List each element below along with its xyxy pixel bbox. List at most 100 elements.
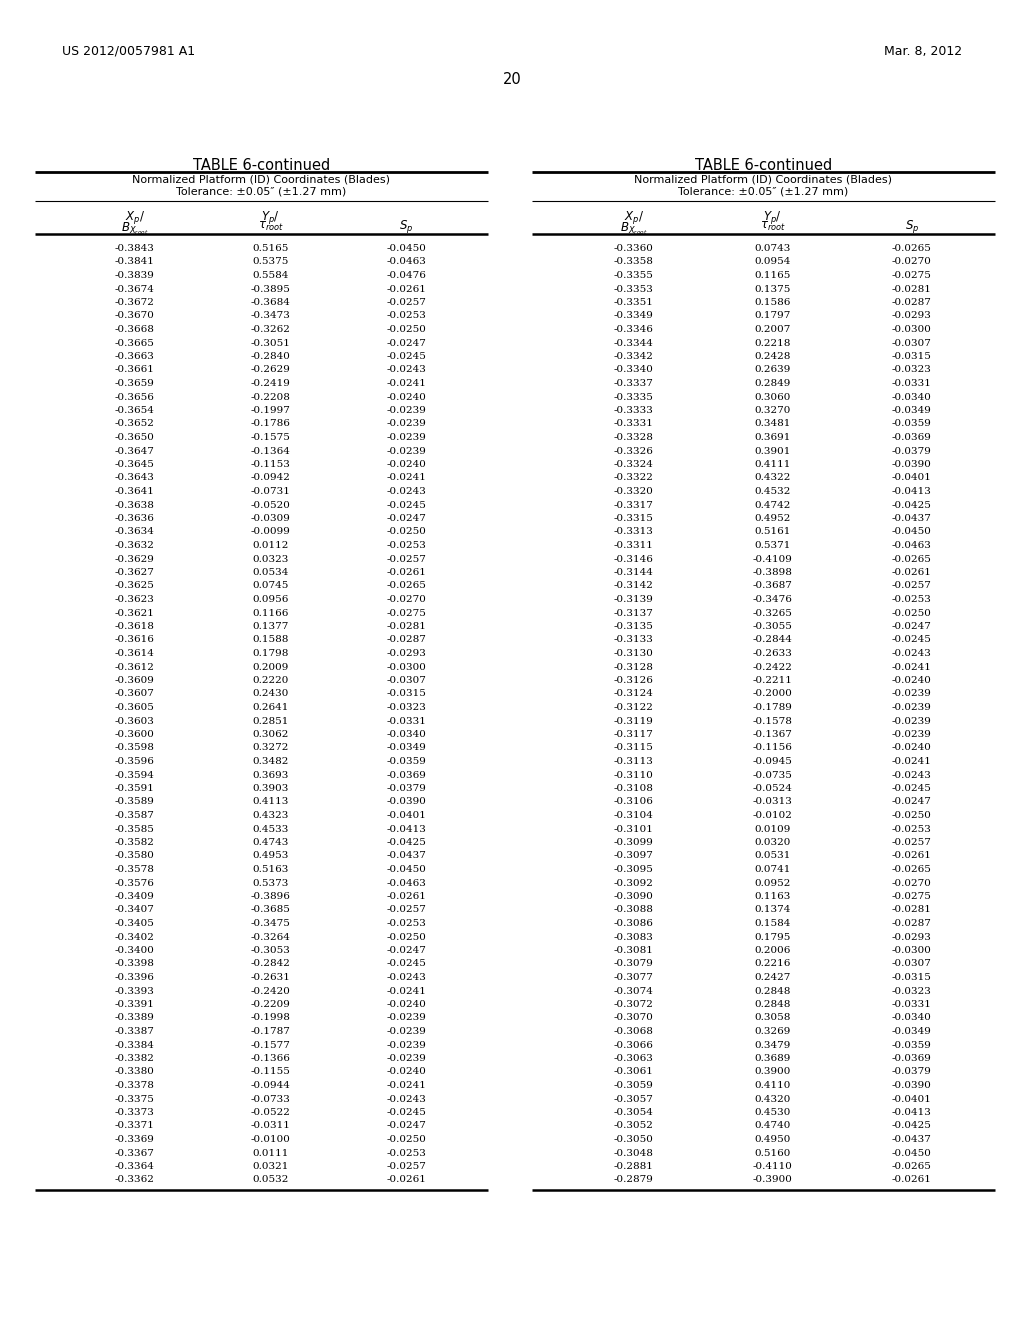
Text: Tolerance: ±0.05″ (±1.27 mm): Tolerance: ±0.05″ (±1.27 mm) xyxy=(176,187,347,197)
Text: 0.0743: 0.0743 xyxy=(755,244,791,253)
Text: -0.3083: -0.3083 xyxy=(614,932,653,941)
Text: -0.3636: -0.3636 xyxy=(115,513,155,523)
Text: 0.2007: 0.2007 xyxy=(755,325,791,334)
Text: -0.2211: -0.2211 xyxy=(753,676,793,685)
Text: -0.3389: -0.3389 xyxy=(115,1014,155,1023)
Text: -0.3077: -0.3077 xyxy=(614,973,653,982)
Text: -0.0239: -0.0239 xyxy=(386,420,426,429)
Text: 0.4952: 0.4952 xyxy=(755,513,791,523)
Text: -0.3340: -0.3340 xyxy=(614,366,653,375)
Text: TABLE 6-continued: TABLE 6-continued xyxy=(193,158,330,173)
Text: -0.3346: -0.3346 xyxy=(614,325,653,334)
Text: -0.3393: -0.3393 xyxy=(115,986,155,995)
Text: -0.3317: -0.3317 xyxy=(614,500,653,510)
Text: -0.3128: -0.3128 xyxy=(614,663,653,672)
Text: 0.1586: 0.1586 xyxy=(755,298,791,308)
Text: 0.0745: 0.0745 xyxy=(252,582,289,590)
Text: 0.4110: 0.4110 xyxy=(755,1081,791,1090)
Text: 0.0323: 0.0323 xyxy=(252,554,289,564)
Text: -0.3398: -0.3398 xyxy=(115,960,155,969)
Text: 0.3693: 0.3693 xyxy=(252,771,289,780)
Text: -0.3596: -0.3596 xyxy=(115,756,155,766)
Text: -0.3378: -0.3378 xyxy=(115,1081,155,1090)
Text: 0.4950: 0.4950 xyxy=(755,1135,791,1144)
Text: -0.3106: -0.3106 xyxy=(614,797,653,807)
Text: 0.4743: 0.4743 xyxy=(252,838,289,847)
Text: -0.0270: -0.0270 xyxy=(892,257,932,267)
Text: 0.2009: 0.2009 xyxy=(252,663,289,672)
Text: -0.1366: -0.1366 xyxy=(251,1053,291,1063)
Text: -0.0390: -0.0390 xyxy=(892,459,932,469)
Text: -0.0425: -0.0425 xyxy=(892,500,932,510)
Text: -0.0313: -0.0313 xyxy=(753,797,793,807)
Text: -0.3070: -0.3070 xyxy=(614,1014,653,1023)
Text: 0.5160: 0.5160 xyxy=(755,1148,791,1158)
Text: 0.4111: 0.4111 xyxy=(755,459,791,469)
Text: -0.0287: -0.0287 xyxy=(892,919,932,928)
Text: -0.3048: -0.3048 xyxy=(614,1148,653,1158)
Text: 0.4742: 0.4742 xyxy=(755,500,791,510)
Text: -0.0239: -0.0239 xyxy=(386,1027,426,1036)
Text: -0.3598: -0.3598 xyxy=(115,743,155,752)
Text: -0.3137: -0.3137 xyxy=(614,609,653,618)
Text: -0.3051: -0.3051 xyxy=(251,338,291,347)
Text: 0.2216: 0.2216 xyxy=(755,960,791,969)
Text: 0.5584: 0.5584 xyxy=(252,271,289,280)
Text: $S_p$: $S_p$ xyxy=(904,218,919,235)
Text: -0.3654: -0.3654 xyxy=(115,407,155,414)
Text: 0.4953: 0.4953 xyxy=(252,851,289,861)
Text: 0.2430: 0.2430 xyxy=(252,689,289,698)
Text: -0.3115: -0.3115 xyxy=(614,743,653,752)
Text: -0.0245: -0.0245 xyxy=(386,1107,426,1117)
Text: -0.0522: -0.0522 xyxy=(251,1107,291,1117)
Text: 0.2006: 0.2006 xyxy=(755,946,791,954)
Text: -0.1787: -0.1787 xyxy=(251,1027,291,1036)
Text: -0.3353: -0.3353 xyxy=(614,285,653,293)
Text: -0.0241: -0.0241 xyxy=(386,379,426,388)
Text: -0.3322: -0.3322 xyxy=(614,474,653,483)
Text: -0.2629: -0.2629 xyxy=(251,366,291,375)
Text: -0.1998: -0.1998 xyxy=(251,1014,291,1023)
Text: -0.0293: -0.0293 xyxy=(386,649,426,657)
Text: 0.3901: 0.3901 xyxy=(755,446,791,455)
Text: -0.3326: -0.3326 xyxy=(614,446,653,455)
Text: -0.3405: -0.3405 xyxy=(115,919,155,928)
Text: -0.3407: -0.3407 xyxy=(115,906,155,915)
Text: -0.0253: -0.0253 xyxy=(386,919,426,928)
Text: -0.0239: -0.0239 xyxy=(892,689,932,698)
Text: 0.5375: 0.5375 xyxy=(252,257,289,267)
Text: -0.3092: -0.3092 xyxy=(614,879,653,887)
Text: -0.0369: -0.0369 xyxy=(386,771,426,780)
Text: -0.0245: -0.0245 xyxy=(892,635,932,644)
Text: $B_{X_{root}}$: $B_{X_{root}}$ xyxy=(121,220,148,236)
Text: 0.0534: 0.0534 xyxy=(252,568,289,577)
Text: -0.3095: -0.3095 xyxy=(614,865,653,874)
Text: -0.3659: -0.3659 xyxy=(115,379,155,388)
Text: -0.3367: -0.3367 xyxy=(115,1148,155,1158)
Text: -0.3371: -0.3371 xyxy=(115,1122,155,1130)
Text: -0.3081: -0.3081 xyxy=(614,946,653,954)
Text: 0.2848: 0.2848 xyxy=(755,986,791,995)
Text: $\tau_{root}$: $\tau_{root}$ xyxy=(258,220,284,234)
Text: -0.3402: -0.3402 xyxy=(115,932,155,941)
Text: -0.3375: -0.3375 xyxy=(115,1094,155,1104)
Text: 0.4740: 0.4740 xyxy=(755,1122,791,1130)
Text: -0.0239: -0.0239 xyxy=(892,704,932,711)
Text: -0.3117: -0.3117 xyxy=(614,730,653,739)
Text: -0.1997: -0.1997 xyxy=(251,407,291,414)
Text: -0.2842: -0.2842 xyxy=(251,960,291,969)
Text: 0.1798: 0.1798 xyxy=(252,649,289,657)
Text: 0.2851: 0.2851 xyxy=(252,717,289,726)
Text: -0.3594: -0.3594 xyxy=(115,771,155,780)
Text: -0.0265: -0.0265 xyxy=(386,582,426,590)
Text: -0.3409: -0.3409 xyxy=(115,892,155,902)
Text: 0.4322: 0.4322 xyxy=(755,474,791,483)
Text: -0.0241: -0.0241 xyxy=(386,474,426,483)
Text: 0.2220: 0.2220 xyxy=(252,676,289,685)
Text: -0.1577: -0.1577 xyxy=(251,1040,291,1049)
Text: -0.2209: -0.2209 xyxy=(251,1001,291,1008)
Text: -0.3349: -0.3349 xyxy=(614,312,653,321)
Text: -0.3645: -0.3645 xyxy=(115,459,155,469)
Text: 20: 20 xyxy=(503,73,521,87)
Text: 0.3479: 0.3479 xyxy=(755,1040,791,1049)
